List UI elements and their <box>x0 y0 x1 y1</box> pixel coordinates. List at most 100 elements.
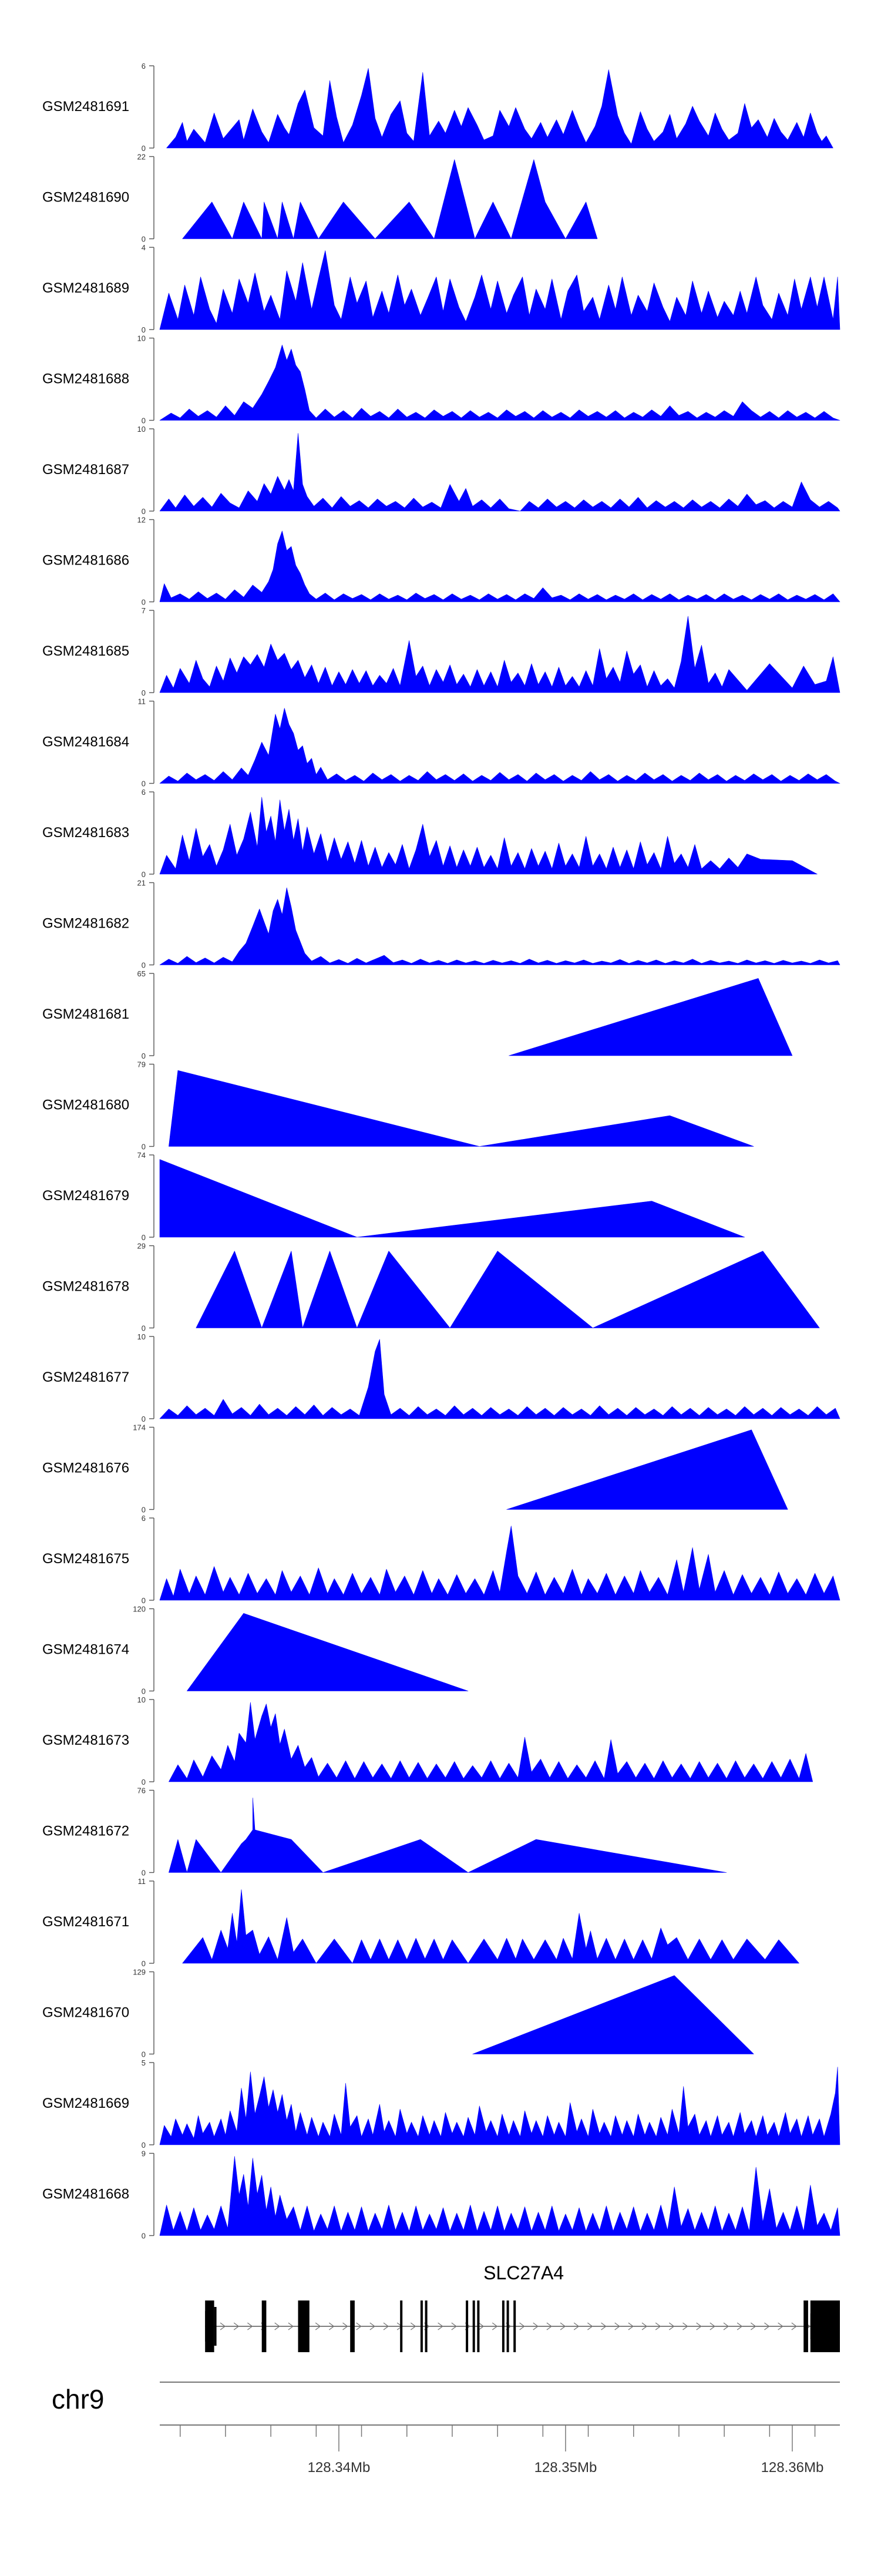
y-max-label: 5 <box>142 2058 146 2067</box>
y-max-label: 21 <box>137 879 146 888</box>
strand-arrow <box>288 2322 294 2330</box>
track-label: GSM2481671 <box>42 1914 129 1930</box>
track-GSM2481675: GSM2481675 6 0 <box>42 1514 840 1605</box>
track-label: GSM2481682 <box>42 916 129 932</box>
y-zero-label: 0 <box>142 144 146 153</box>
track-label: GSM2481689 <box>42 280 129 296</box>
coverage-area <box>159 344 840 421</box>
strand-arrow <box>587 2322 593 2330</box>
coverage-area <box>159 2067 840 2145</box>
strand-arrow <box>682 2322 688 2330</box>
track-GSM2481671: GSM2481671 11 0 <box>42 1877 799 1968</box>
strand-arrow <box>560 2322 566 2330</box>
track-GSM2481682: GSM2481682 21 0 <box>42 879 840 970</box>
strand-arrow <box>723 2322 729 2330</box>
strand-arrow <box>492 2322 498 2330</box>
y-zero-label: 0 <box>142 1143 146 1151</box>
chromosome-label: chr9 <box>52 2384 104 2414</box>
y-zero-label: 0 <box>142 2050 146 2059</box>
strand-arrow <box>628 2322 634 2330</box>
coverage-area <box>159 797 818 875</box>
exon <box>261 2300 267 2352</box>
genomic-axis: 128.34Mb 128.35Mb 128.36Mb <box>160 2424 840 2476</box>
track-GSM2481668: GSM2481668 9 0 <box>42 2150 840 2241</box>
track-GSM2481691: GSM2481691 6 0 <box>42 62 833 153</box>
y-zero-label: 0 <box>142 1778 146 1786</box>
track-GSM2481688: GSM2481688 10 0 <box>42 334 840 425</box>
exon <box>472 2300 475 2352</box>
y-max-label: 29 <box>137 1242 146 1251</box>
y-max-label: 7 <box>142 606 146 615</box>
strand-arrow <box>614 2322 620 2330</box>
track-label: GSM2481679 <box>42 1188 129 1204</box>
exon <box>400 2300 403 2352</box>
track-label: GSM2481670 <box>42 2005 129 2021</box>
exon <box>477 2300 480 2352</box>
exon <box>502 2300 505 2352</box>
coverage-area <box>159 2156 840 2236</box>
y-zero-label: 0 <box>142 1596 146 1605</box>
strand-arrow <box>601 2322 607 2330</box>
track-label: GSM2481676 <box>42 1460 129 1476</box>
strand-arrow <box>233 2322 240 2330</box>
track-label: GSM2481683 <box>42 825 129 841</box>
track-label: GSM2481673 <box>42 1732 129 1748</box>
exon <box>513 2300 516 2352</box>
strand-arrow <box>315 2322 321 2330</box>
y-zero-label: 0 <box>142 235 146 244</box>
y-zero-label: 0 <box>142 2232 146 2241</box>
y-zero-label: 0 <box>142 507 146 516</box>
y-zero-label: 0 <box>142 325 146 334</box>
y-zero-label: 0 <box>142 1324 146 1333</box>
track-GSM2481676: GSM2481676 174 0 <box>42 1423 788 1514</box>
track-GSM2481680: GSM2481680 79 0 <box>42 1060 754 1151</box>
y-zero-label: 0 <box>142 870 146 879</box>
coverage-area <box>159 530 840 602</box>
y-max-label: 10 <box>137 1332 146 1341</box>
track-label: GSM2481678 <box>42 1279 129 1295</box>
track-GSM2481683: GSM2481683 6 0 <box>42 788 818 879</box>
y-max-label: 11 <box>138 697 146 706</box>
coverage-area <box>169 1070 754 1147</box>
y-zero-label: 0 <box>142 780 146 788</box>
y-zero-label: 0 <box>142 961 146 970</box>
exon <box>466 2300 469 2352</box>
exon <box>214 2307 217 2346</box>
coverage-area <box>182 1889 799 1964</box>
coverage-area <box>159 1526 840 1601</box>
coverage-area <box>159 616 840 693</box>
exon <box>506 2300 509 2352</box>
x-tick-label: 128.35Mb <box>534 2460 597 2476</box>
y-zero-label: 0 <box>142 2141 146 2150</box>
y-max-label: 4 <box>142 243 146 252</box>
track-GSM2481672: GSM2481672 76 0 <box>42 1786 727 1878</box>
track-label: GSM2481675 <box>42 1551 129 1567</box>
track-GSM2481673: GSM2481673 10 0 <box>42 1695 813 1786</box>
track-label: GSM2481668 <box>42 2187 129 2202</box>
y-zero-label: 0 <box>142 1869 146 1878</box>
y-max-label: 6 <box>142 788 146 797</box>
y-zero-label: 0 <box>142 1506 146 1514</box>
y-max-label: 12 <box>137 516 146 525</box>
y-max-label: 9 <box>142 2150 146 2158</box>
coverage-area <box>159 887 840 965</box>
track-label: GSM2481681 <box>42 1006 129 1022</box>
track-label: GSM2481674 <box>42 1642 129 1658</box>
strand-arrow <box>778 2322 784 2330</box>
strand-arrow <box>451 2322 457 2330</box>
track-label: GSM2481690 <box>42 190 129 206</box>
track-GSM2481687: GSM2481687 10 0 <box>42 425 840 516</box>
strand-arrow <box>791 2322 797 2330</box>
y-max-label: 174 <box>133 1423 146 1432</box>
exon <box>298 2300 310 2352</box>
strand-arrow <box>546 2322 553 2330</box>
exon-utr-block <box>205 2311 214 2342</box>
y-max-label: 74 <box>137 1151 146 1160</box>
coverage-area <box>472 1975 754 2054</box>
strand-arrow <box>342 2322 348 2330</box>
strand-arrow <box>383 2322 389 2330</box>
track-label: GSM2481669 <box>42 2095 129 2111</box>
y-max-label: 65 <box>137 969 146 978</box>
strand-arrow <box>573 2322 580 2330</box>
